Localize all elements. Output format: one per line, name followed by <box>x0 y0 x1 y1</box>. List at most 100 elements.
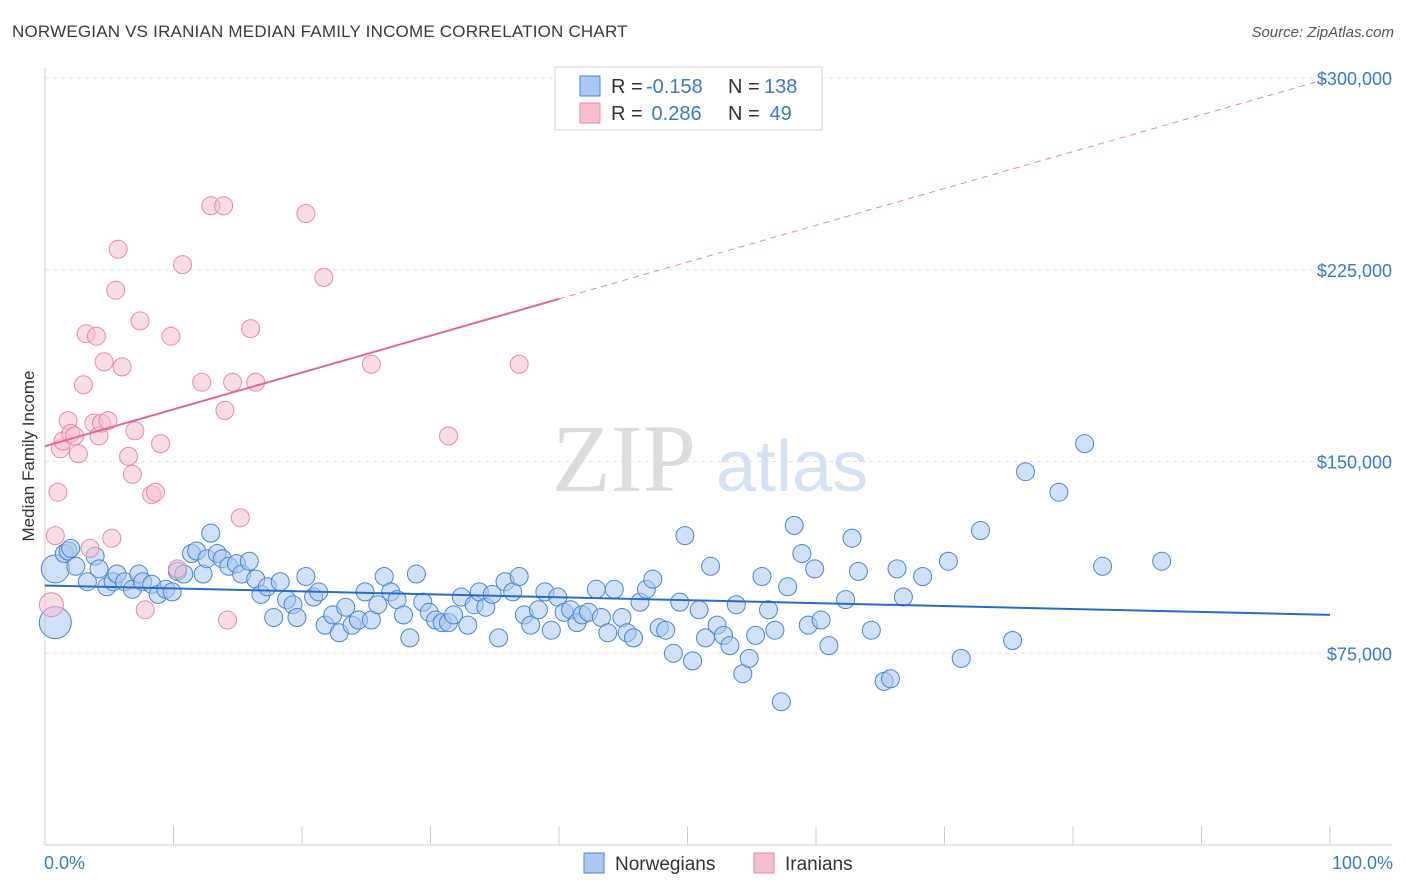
bottom-legend-label-norwegians: Norwegians <box>615 854 715 875</box>
legend-swatch-iranians <box>579 102 601 124</box>
iranian-point-16 <box>94 352 114 372</box>
chart-title: NORWEGIAN VS IRANIAN MEDIAN FAMILY INCOM… <box>12 22 628 41</box>
norwegian-point-136 <box>1016 462 1035 482</box>
norwegian-point-128 <box>881 669 900 689</box>
iranian-point-1 <box>45 526 65 546</box>
watermark-zip: ZIP <box>552 405 696 512</box>
iranian-point-40 <box>241 319 261 339</box>
iranian-point-9 <box>74 375 93 395</box>
norwegian-point-88 <box>598 623 618 643</box>
norwegian-point-100 <box>675 526 695 546</box>
norwegian-point-26 <box>201 523 221 543</box>
source-label: Source: ZipAtlas.com <box>1251 24 1394 41</box>
norwegian-point-19 <box>162 582 182 602</box>
iranian-point-23 <box>122 464 142 484</box>
norwegian-point-58 <box>406 564 426 584</box>
norwegian-point-138 <box>1075 434 1095 454</box>
norwegian-point-108 <box>726 595 746 615</box>
legend-n-label-0: N = <box>728 76 760 98</box>
x-tick-label-1: 100.0% <box>1332 853 1393 873</box>
norwegian-point-76 <box>521 615 541 635</box>
norwegian-point-122 <box>819 636 839 656</box>
iranian-point-35 <box>214 196 234 216</box>
iranian-point-33 <box>192 372 212 392</box>
iranian-point-28 <box>146 482 165 502</box>
norwegian-point-5 <box>66 556 86 576</box>
y-axis-title: Median Family Income <box>19 370 38 541</box>
norwegian-point-139 <box>1093 556 1113 576</box>
tick-labels: $75,000 $150,000 $225,000 $300,000 0.0% 100.0… <box>44 69 1393 873</box>
iranian-point-18 <box>102 528 122 548</box>
norwegian-point-137 <box>1049 482 1069 502</box>
iranian-point-45 <box>439 426 458 446</box>
norwegian-point-133 <box>951 648 971 668</box>
legend-n-label-1: N = <box>728 103 760 125</box>
iranian-point-36 <box>215 400 235 420</box>
norwegian-point-97 <box>656 620 676 640</box>
norwegian-trend-line <box>44 584 1331 616</box>
norwegian-point-134 <box>971 521 990 540</box>
norwegian-point-56 <box>394 605 413 625</box>
norwegian-point-99 <box>670 592 690 612</box>
norwegian-point-41 <box>296 567 316 586</box>
norwegian-point-117 <box>784 515 804 535</box>
legend-swatch-norwegians <box>579 75 601 97</box>
norwegian-point-130 <box>893 587 913 607</box>
norwegian-point-102 <box>689 600 709 620</box>
iranian-point-39 <box>230 508 250 528</box>
norwegian-point-79 <box>541 620 561 640</box>
iranian-point-32 <box>173 255 192 275</box>
norwegian-point-98 <box>663 643 683 663</box>
norwegian-point-37 <box>270 572 290 592</box>
norwegian-point-129 <box>887 559 907 579</box>
iranian-point-0 <box>38 592 64 618</box>
norwegian-point-71 <box>489 628 509 648</box>
y-tick-label-0: $75,000 <box>1327 644 1392 664</box>
axes <box>44 68 1392 846</box>
legend-r-label-1: R = <box>611 103 643 125</box>
norwegian-point-47 <box>336 597 356 617</box>
norwegian-point-132 <box>938 551 958 571</box>
legend-n-value-0: 138 <box>764 76 797 98</box>
norwegian-point-121 <box>811 610 831 630</box>
legend-r-label-0: R = <box>611 76 643 98</box>
bottom-legend-swatch-norwegians <box>583 852 605 874</box>
iranian-point-13 <box>86 326 106 346</box>
norwegian-point-126 <box>861 620 881 640</box>
norwegian-point-125 <box>848 561 868 581</box>
norwegian-point-118 <box>792 544 812 563</box>
norwegian-point-66 <box>458 615 478 635</box>
norwegian-point-32 <box>239 551 259 571</box>
iranian-point-43 <box>314 267 334 287</box>
norwegian-point-131 <box>913 567 933 586</box>
y-tick-label-3: $300,000 <box>1317 69 1392 89</box>
iranian-point-26 <box>135 600 155 620</box>
norwegian-point-107 <box>720 636 740 656</box>
norwegian-point-74 <box>509 567 529 586</box>
norwegian-point-40 <box>287 608 307 627</box>
norwegian-point-70 <box>482 584 502 604</box>
iranian-point-11 <box>80 538 100 558</box>
legend-r-value-1: 0.286 <box>646 103 702 125</box>
iranian-point-25 <box>130 311 150 331</box>
iranian-point-22 <box>119 446 138 466</box>
iranian-point-29 <box>151 434 171 454</box>
norwegian-point-124 <box>842 528 862 548</box>
legend-box: R = -0.158 N = 138 R = 0.286 N = 49 <box>554 66 823 131</box>
trend-lines <box>44 77 1331 616</box>
norwegian-point-110 <box>739 648 759 668</box>
iranian-point-46 <box>509 354 529 374</box>
iranian-point-8 <box>68 444 88 464</box>
watermark-atlas: atlas <box>716 427 868 507</box>
norwegian-point-89 <box>604 579 624 599</box>
legend-n-value-1: 49 <box>764 103 792 125</box>
norwegian-point-120 <box>805 559 825 579</box>
iranian-point-21 <box>112 357 132 377</box>
iranian-trend-extension <box>558 77 1331 300</box>
norwegian-point-64 <box>444 605 464 625</box>
x-tick-label-0: 0.0% <box>44 853 85 873</box>
norwegian-point-115 <box>771 692 791 712</box>
norwegian-point-123 <box>836 590 856 610</box>
iranian-point-37 <box>218 610 237 630</box>
